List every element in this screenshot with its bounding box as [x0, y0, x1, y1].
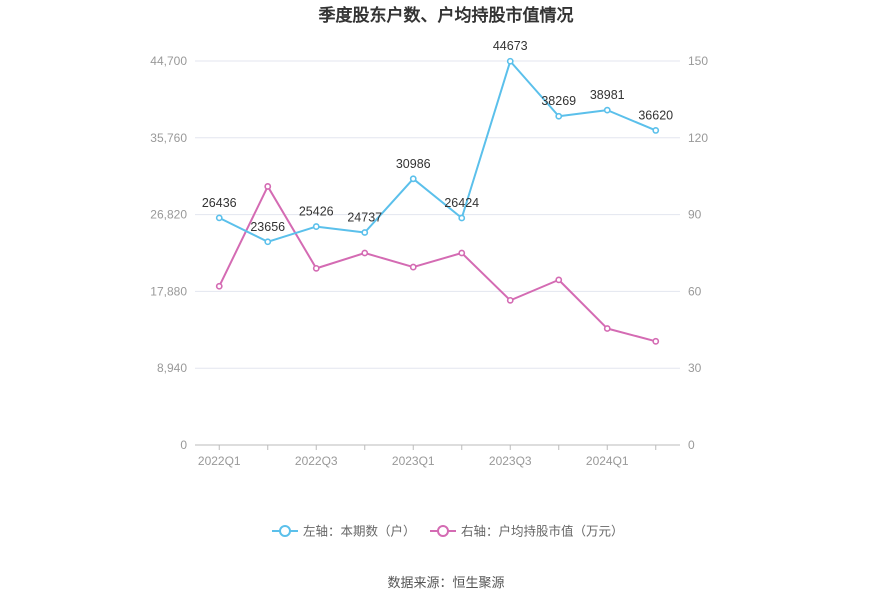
series-2-point[interactable]: [409, 263, 417, 271]
legend-circle-marker: [437, 525, 449, 537]
legend-item-2[interactable]: 右轴：户均持股市值（万元）: [430, 524, 624, 539]
series-1-point[interactable]: [458, 214, 466, 222]
left-axis-tick-label: 26,820: [150, 208, 187, 222]
x-axis-tick-label: 2023Q1: [392, 454, 435, 468]
right-axis-ticks: 0 30 60 90 120 150: [688, 54, 708, 452]
data-label: 26424: [444, 196, 479, 210]
legend-label: 右轴：户均持股市值（万元）: [461, 524, 624, 539]
data-label: 30986: [396, 157, 431, 171]
right-axis-tick-label: 30: [688, 361, 702, 375]
data-label: 25426: [299, 205, 334, 219]
right-axis-tick-label: 120: [688, 131, 708, 145]
left-axis-tick-label: 0: [180, 438, 187, 452]
series-1-point[interactable]: [409, 175, 417, 183]
right-axis-tick-label: 60: [688, 284, 702, 298]
right-axis-tick-label: 0: [688, 438, 695, 452]
series-1-point[interactable]: [506, 57, 514, 65]
series-1-point[interactable]: [603, 106, 611, 114]
series-1-point[interactable]: [215, 214, 223, 222]
data-label: 24737: [347, 210, 382, 224]
data-label: 38981: [590, 88, 625, 102]
legend-label: 左轴：本期数（户）: [303, 524, 416, 539]
series-2-point[interactable]: [215, 282, 223, 290]
data-label: 36620: [638, 108, 673, 122]
data-label: 44673: [493, 39, 528, 53]
left-axis-tick-label: 8,940: [157, 361, 187, 375]
series-1: 26436 23656 25426 24737 30986 26424 44673 38269…: [202, 39, 673, 246]
x-axis-tick-label: 2023Q3: [489, 454, 532, 468]
series-2: [215, 183, 660, 345]
right-axis-tick-label: 90: [688, 208, 702, 222]
left-axis-tick-label: 17,880: [150, 284, 187, 298]
x-axis: 2022Q1 2022Q3 2023Q1 2023Q3 2024Q1: [195, 444, 680, 468]
left-axis-ticks: 0 8,940 17,880 26,820 35,760 44,700: [150, 54, 187, 452]
series-2-line: [218, 185, 657, 343]
left-axis-tick-label: 35,760: [150, 131, 187, 145]
series-2-point[interactable]: [652, 337, 660, 345]
chart-title: 季度股东户数、户均持股市值情况: [319, 5, 574, 25]
x-axis-tick-label: 2022Q1: [198, 454, 241, 468]
series-1-point[interactable]: [312, 223, 320, 230]
legend-item-1[interactable]: 左轴：本期数（户）: [272, 524, 416, 539]
grid-lines: [195, 60, 680, 369]
series-1-point[interactable]: [361, 229, 369, 236]
series-2-point[interactable]: [506, 296, 514, 304]
data-source: 数据来源：恒生聚源: [387, 575, 504, 590]
data-label: 26436: [202, 196, 237, 210]
series-area: 26436 23656 25426 24737 30986 26424 44673 38269…: [202, 39, 673, 345]
x-axis-tick-label: 2022Q3: [295, 454, 338, 468]
series-2-point[interactable]: [555, 276, 563, 284]
series-1-point[interactable]: [555, 112, 563, 120]
series-1-line: [218, 60, 657, 243]
x-axis-tick-label: 2024Q1: [586, 454, 629, 468]
left-axis-tick-label: 44,700: [150, 54, 187, 68]
right-axis-tick-label: 150: [688, 54, 708, 68]
legend[interactable]: 左轴：本期数（户） 右轴：户均持股市值（万元）: [272, 524, 624, 539]
series-2-point[interactable]: [458, 249, 466, 257]
series-2-point[interactable]: [264, 183, 272, 190]
series-1-point[interactable]: [652, 127, 660, 134]
data-label: 38269: [541, 94, 576, 108]
series-1-point[interactable]: [264, 238, 272, 246]
legend-circle-marker: [279, 525, 291, 537]
series-2-point[interactable]: [361, 249, 369, 257]
series-2-point[interactable]: [603, 325, 611, 332]
data-label: 23656: [250, 220, 285, 234]
series-2-point[interactable]: [312, 264, 320, 272]
